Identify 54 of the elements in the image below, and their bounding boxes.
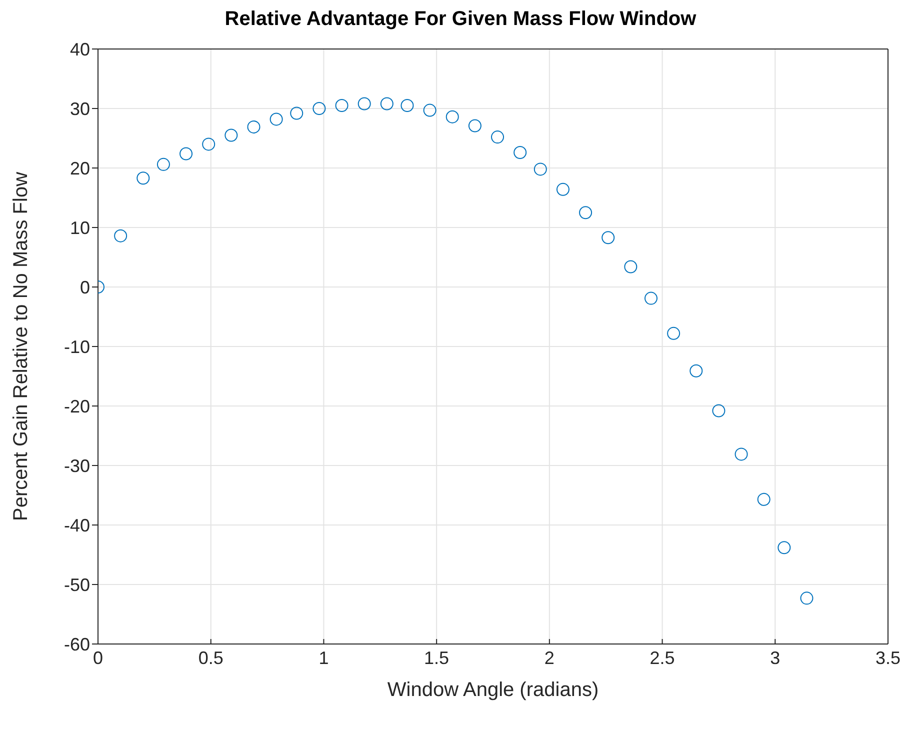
y-tick-label: -30 <box>64 456 90 476</box>
x-tick-label: 0.5 <box>198 648 224 668</box>
point <box>602 231 615 244</box>
point <box>556 182 570 196</box>
point <box>114 229 128 242</box>
point <box>290 106 304 120</box>
point <box>312 102 326 115</box>
point <box>423 104 436 117</box>
x-tick-label: 3 <box>770 648 780 668</box>
y-axis-title: Percent Gain Relative to No Mass Flow <box>10 171 32 522</box>
point <box>667 326 680 340</box>
point <box>624 260 638 274</box>
point <box>734 448 748 461</box>
point <box>712 404 726 418</box>
y-tick-label: 10 <box>70 218 90 238</box>
point <box>380 97 394 110</box>
point <box>579 206 592 220</box>
point <box>514 146 527 160</box>
point <box>690 364 703 378</box>
point <box>224 128 238 142</box>
point <box>400 99 414 112</box>
x-tick-label: 2 <box>544 648 554 668</box>
y-tick-label: 30 <box>70 98 90 119</box>
point <box>491 130 504 144</box>
point <box>270 112 283 126</box>
y-tick-label: -20 <box>64 396 90 416</box>
x-tick-label: 1 <box>318 648 329 668</box>
point <box>757 492 770 506</box>
point <box>446 110 459 124</box>
x-tick-label: 3.5 <box>875 648 901 668</box>
chart-title: Relative Advantage For Given Mass Flow Window <box>224 8 698 32</box>
point <box>247 120 260 134</box>
y-tick-label: -40 <box>64 515 90 536</box>
point <box>202 138 216 151</box>
x-tick-label: 2.5 <box>650 648 675 668</box>
point <box>156 158 170 171</box>
point <box>644 292 658 305</box>
point <box>180 147 193 160</box>
y-tick-label: -10 <box>64 336 90 357</box>
point <box>468 119 482 132</box>
x-tick-label: 0 <box>92 648 104 668</box>
x-axis-title: Window Angle (radians) <box>387 679 599 701</box>
point <box>358 97 371 110</box>
y-tick-label: 20 <box>70 158 90 178</box>
y-tick-label: 40 <box>70 39 90 60</box>
point <box>534 162 547 176</box>
point <box>335 99 348 112</box>
y-tick-label: -50 <box>64 574 90 595</box>
x-tick-label: 1.5 <box>424 648 450 668</box>
y-tick-label: -60 <box>64 634 90 654</box>
point <box>136 172 150 185</box>
y-tick-label: 0 <box>80 277 90 298</box>
point <box>778 541 791 554</box>
point <box>800 592 814 605</box>
